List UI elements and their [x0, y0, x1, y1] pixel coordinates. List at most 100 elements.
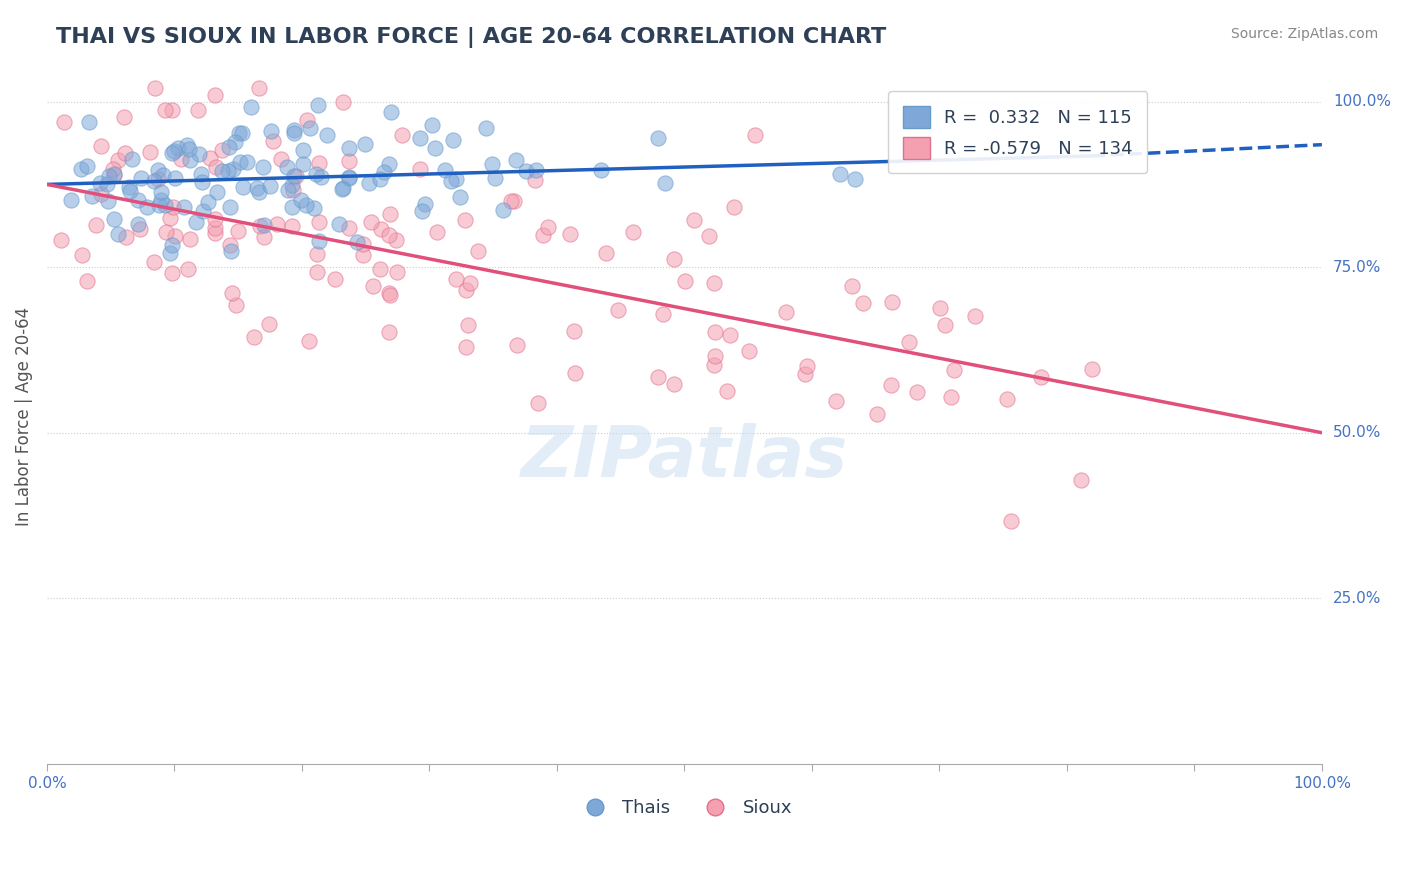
Point — [409, 162, 432, 177]
Point — [505, 153, 527, 168]
Point — [323, 272, 346, 286]
Point — [354, 137, 377, 152]
Point — [703, 326, 725, 340]
Point — [775, 304, 797, 318]
Point — [467, 244, 489, 258]
Point — [337, 170, 360, 185]
Point — [53, 114, 76, 128]
Point — [103, 211, 125, 226]
Point — [211, 143, 233, 157]
Point — [298, 334, 321, 348]
Point — [794, 368, 817, 382]
Point — [844, 172, 866, 186]
Point — [652, 307, 675, 321]
Point — [308, 234, 330, 248]
Point — [564, 324, 586, 338]
Point — [673, 274, 696, 288]
Point — [897, 334, 920, 349]
Point — [1081, 362, 1104, 376]
Point — [409, 131, 432, 145]
Point — [942, 362, 965, 376]
Point — [738, 344, 761, 359]
Point — [162, 200, 184, 214]
Point — [449, 190, 471, 204]
Point — [260, 124, 283, 138]
Point — [129, 170, 152, 185]
Point — [225, 298, 247, 312]
Point — [531, 228, 554, 243]
Point — [882, 294, 904, 309]
Point — [259, 178, 281, 193]
Point — [90, 139, 112, 153]
Point — [153, 103, 176, 117]
Point — [235, 155, 257, 169]
Point — [160, 266, 183, 280]
Point — [440, 174, 463, 188]
Point — [929, 301, 952, 315]
Point — [995, 392, 1018, 406]
Point — [647, 130, 669, 145]
Point — [218, 238, 240, 252]
Point — [281, 219, 304, 234]
Point — [277, 183, 299, 197]
Point — [266, 217, 288, 231]
Point — [492, 202, 515, 217]
Point — [368, 171, 391, 186]
Point — [647, 370, 669, 384]
Point — [305, 247, 328, 261]
Point — [51, 233, 73, 247]
Point — [89, 176, 111, 190]
Point — [84, 219, 107, 233]
Point — [309, 170, 332, 185]
Point — [179, 142, 201, 156]
Point — [378, 288, 401, 302]
Point — [142, 255, 165, 269]
Point — [524, 173, 547, 187]
Point — [103, 167, 125, 181]
Text: 50.0%: 50.0% — [1333, 425, 1381, 441]
Point — [377, 227, 399, 242]
Point — [456, 283, 478, 297]
Point — [360, 214, 382, 228]
Point — [683, 212, 706, 227]
Point — [252, 230, 274, 244]
Point — [148, 198, 170, 212]
Point — [841, 278, 863, 293]
Text: Source: ZipAtlas.com: Source: ZipAtlas.com — [1230, 27, 1378, 41]
Point — [444, 171, 467, 186]
Point — [537, 219, 560, 234]
Point — [142, 174, 165, 188]
Point — [152, 168, 174, 182]
Point — [69, 161, 91, 176]
Point — [222, 162, 245, 177]
Point — [595, 245, 617, 260]
Point — [219, 244, 242, 259]
Point — [150, 193, 173, 207]
Text: 75.0%: 75.0% — [1333, 260, 1381, 275]
Point — [475, 120, 498, 135]
Point — [82, 189, 104, 203]
Point — [59, 193, 82, 207]
Point — [204, 226, 226, 240]
Point — [370, 221, 392, 235]
Point — [160, 103, 183, 118]
Point — [378, 207, 401, 221]
Point — [297, 113, 319, 128]
Point — [1000, 514, 1022, 528]
Point — [420, 119, 443, 133]
Point — [159, 211, 181, 225]
Point — [527, 396, 550, 410]
Text: 100.0%: 100.0% — [1333, 95, 1391, 109]
Point — [162, 146, 184, 161]
Point — [352, 237, 374, 252]
Point — [207, 185, 229, 199]
Point — [76, 273, 98, 287]
Point — [441, 133, 464, 147]
Point — [107, 153, 129, 167]
Point — [662, 376, 685, 391]
Point — [515, 163, 537, 178]
Point — [330, 181, 353, 195]
Point — [283, 126, 305, 140]
Point — [457, 318, 479, 333]
Point — [211, 164, 233, 178]
